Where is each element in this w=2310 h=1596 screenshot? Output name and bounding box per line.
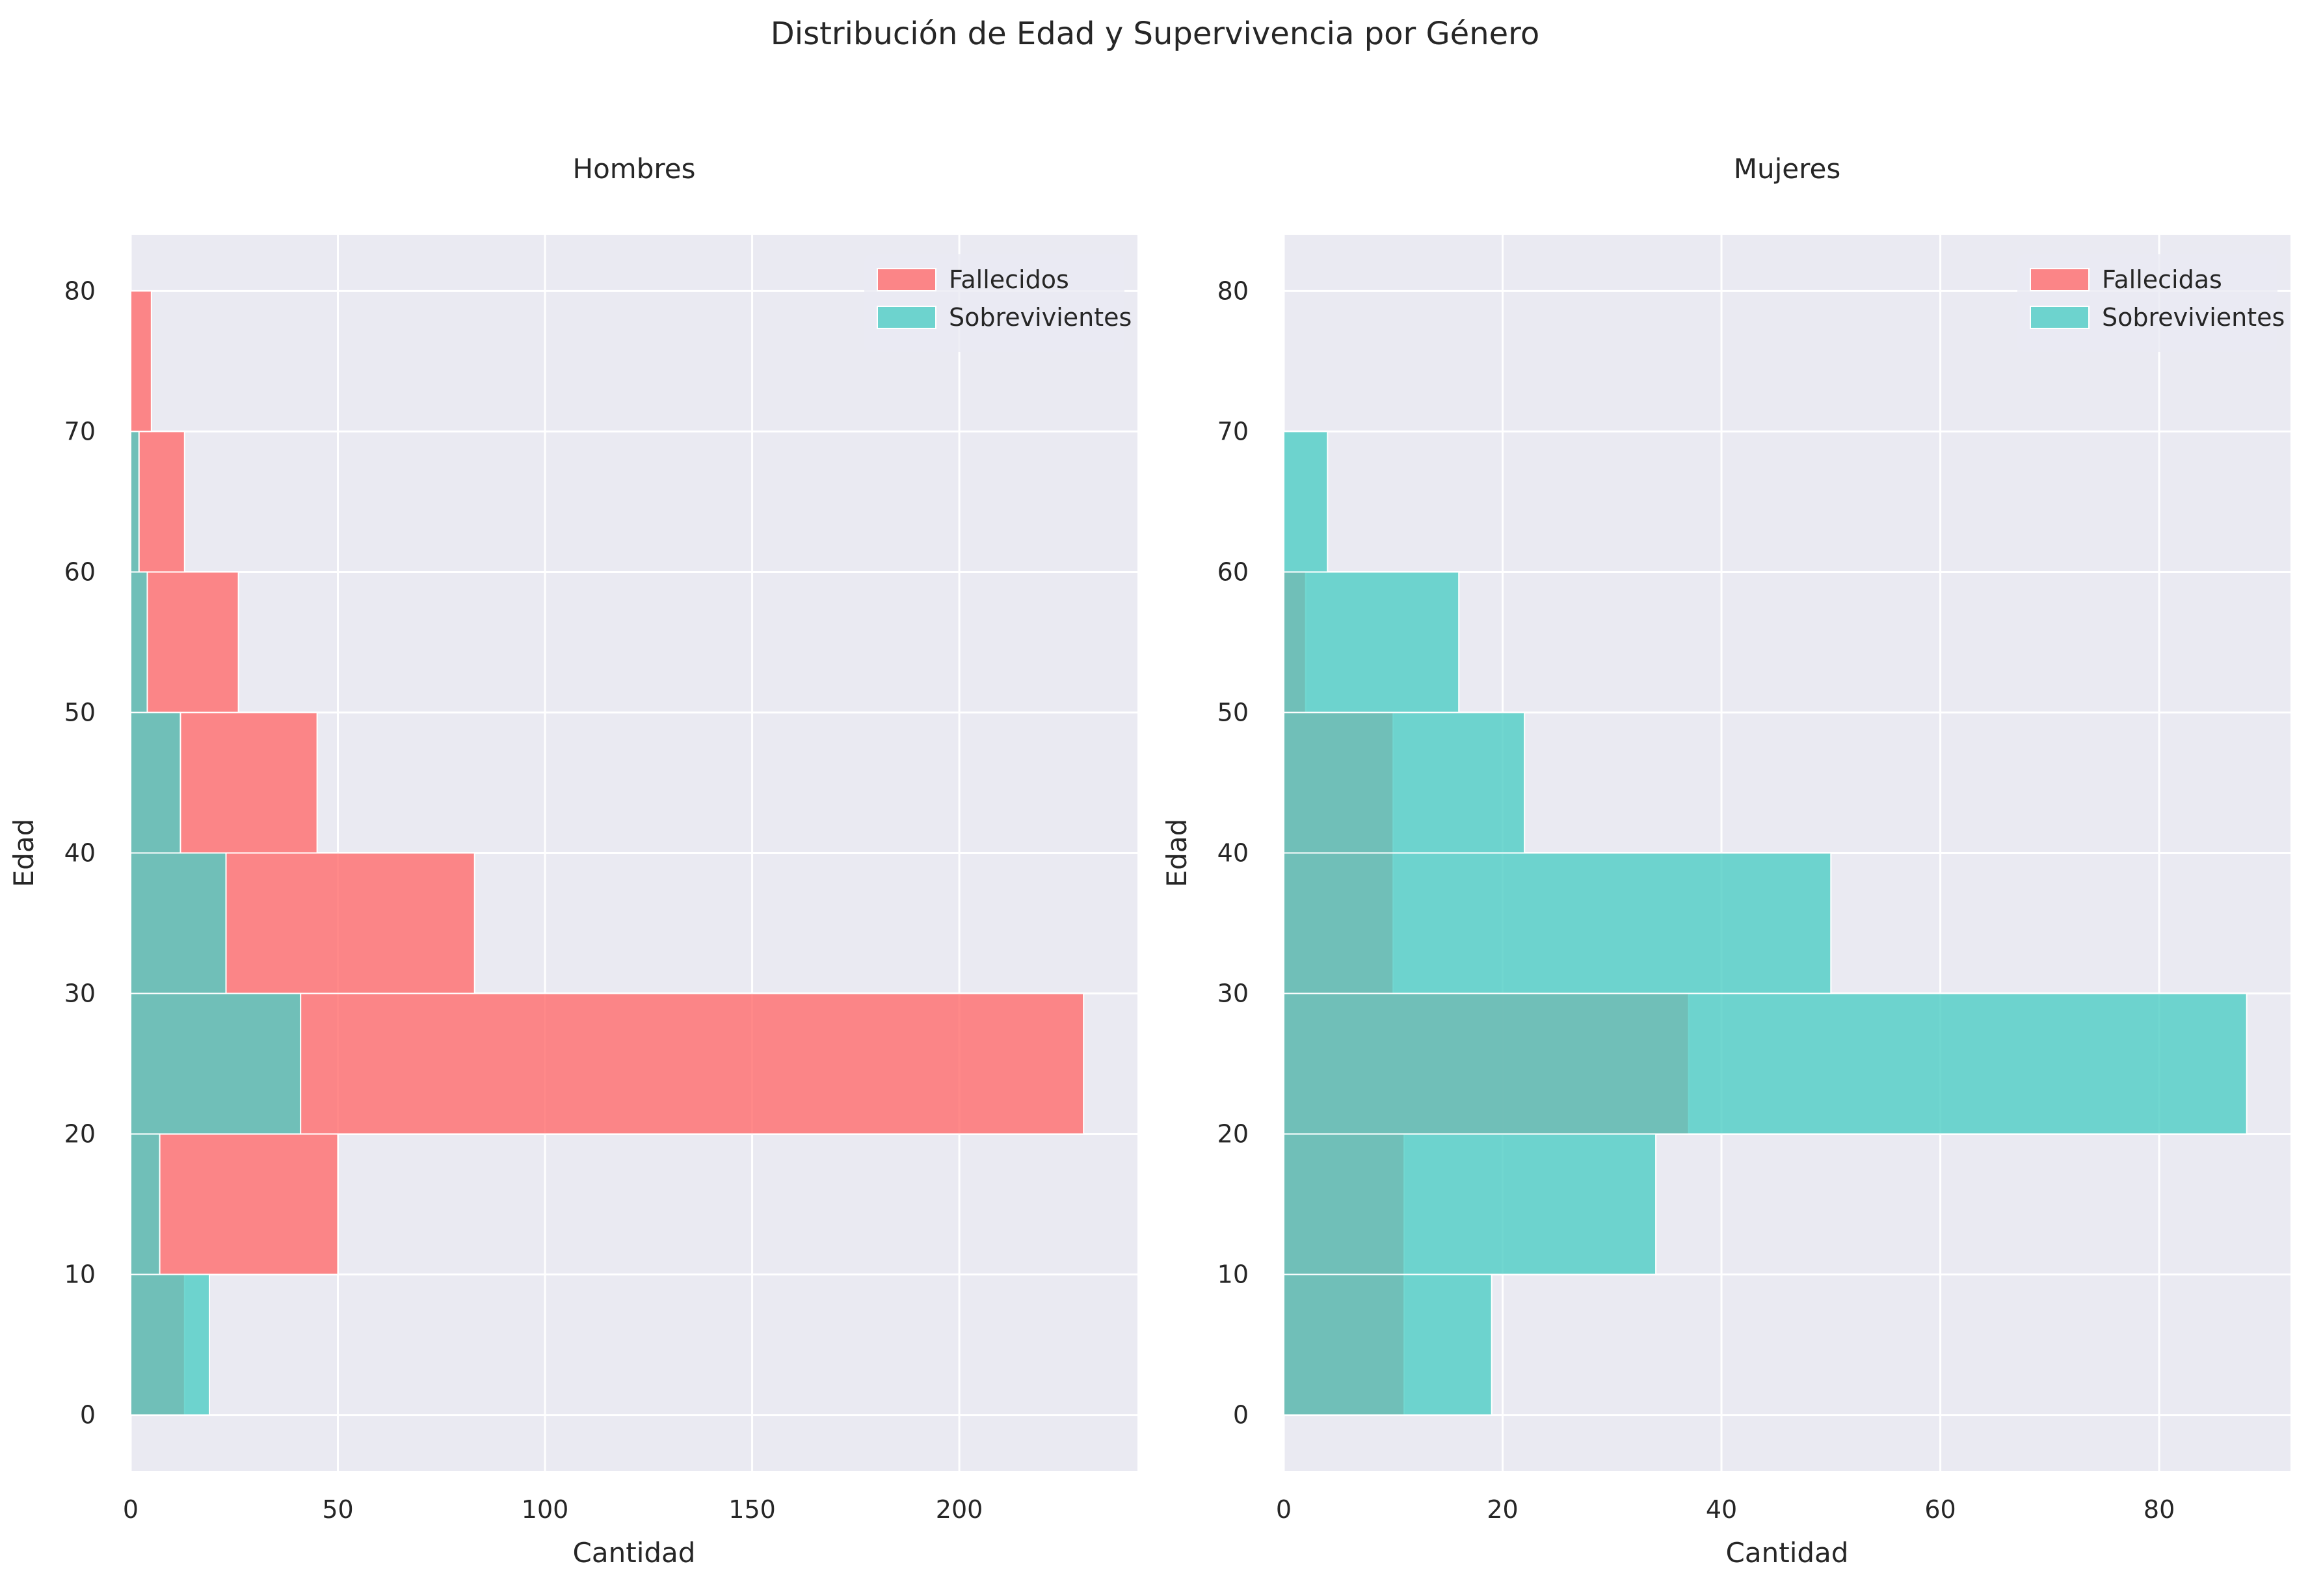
legend-swatch	[877, 268, 936, 291]
legend-swatch	[2030, 268, 2090, 291]
y-tick-label: 40	[1217, 839, 1249, 868]
x-axis-label: Cantidad	[573, 1537, 696, 1569]
bar-survived	[130, 1133, 161, 1275]
bar-survived	[130, 712, 181, 854]
legend-label: Fallecidos	[949, 265, 1069, 294]
bar-died	[130, 571, 239, 713]
bar-survived	[130, 852, 227, 994]
bar-died	[130, 290, 152, 432]
subplot-1: 0 50 100 150 200 0 10 20 30 40 50 60 70 80 Cantidad Eda…	[8, 153, 1137, 1569]
y-tick-label: 20	[64, 1120, 96, 1149]
subplot-title: Hombres	[573, 153, 696, 185]
y-axis-label: Edad	[1161, 819, 1193, 888]
x-tick-label: 60	[1924, 1495, 1956, 1524]
legend-label: Sobrevivientes	[949, 303, 1132, 332]
y-tick-label: 30	[64, 979, 96, 1008]
y-tick-label: 30	[1217, 979, 1249, 1008]
x-tick-label: 100	[522, 1495, 569, 1524]
figure-title: Distribución de Edad y Supervivencia por…	[771, 16, 1539, 52]
y-tick-label: 80	[1217, 276, 1249, 305]
x-tick-label: 150	[728, 1495, 776, 1524]
bar-survived	[130, 571, 148, 713]
bar-survived	[1283, 571, 1460, 713]
bar-survived	[1283, 852, 1832, 994]
bar-survived	[1283, 431, 1329, 573]
legend-swatch	[877, 306, 936, 329]
x-tick-label: 40	[1706, 1495, 1737, 1524]
x-tick-label: 0	[1276, 1495, 1292, 1524]
bar-survived	[130, 431, 140, 573]
y-tick-label: 70	[1217, 417, 1249, 446]
legend: Fallecidas Sobrevivientes	[2017, 254, 2285, 352]
legend-label: Sobrevivientes	[2102, 303, 2285, 332]
bar-survived	[1283, 1133, 1657, 1275]
bar-survived	[1283, 712, 1526, 854]
legend-label: Fallecidas	[2102, 265, 2222, 294]
y-tick-label: 50	[1217, 698, 1249, 726]
x-tick-label: 80	[2144, 1495, 2175, 1524]
y-axis-label: Edad	[8, 819, 40, 888]
bar-died	[130, 1133, 339, 1275]
y-tick-label: 80	[64, 276, 96, 305]
y-tick-label: 0	[80, 1401, 96, 1430]
y-tick-label: 60	[64, 557, 96, 586]
y-tick-label: 70	[64, 417, 96, 446]
bar-survived	[130, 1273, 211, 1416]
subplot-2: 0 20 40 60 80 0 10 20 30 40 50 60 70 80 Cantidad Edad Mu…	[1161, 153, 2290, 1569]
y-tick-label: 20	[1217, 1120, 1249, 1149]
x-tick-label: 50	[322, 1495, 353, 1524]
x-tick-label: 200	[936, 1495, 983, 1524]
bar-survived	[1283, 1273, 1493, 1416]
subplot-title: Mujeres	[1734, 153, 1840, 185]
y-tick-label: 10	[64, 1260, 96, 1289]
y-tick-label: 40	[64, 839, 96, 868]
x-tick-label: 0	[123, 1495, 139, 1524]
legend-swatch	[2030, 306, 2090, 329]
legend: Fallecidos Sobrevivientes	[864, 254, 1132, 352]
y-tick-label: 10	[1217, 1260, 1249, 1289]
y-tick-label: 0	[1233, 1401, 1249, 1430]
y-tick-label: 50	[64, 698, 96, 726]
x-tick-label: 20	[1487, 1495, 1518, 1524]
y-tick-label: 60	[1217, 557, 1249, 586]
bar-survived	[1283, 992, 2248, 1135]
bar-survived	[130, 992, 302, 1135]
x-axis-label: Cantidad	[1726, 1537, 1849, 1569]
